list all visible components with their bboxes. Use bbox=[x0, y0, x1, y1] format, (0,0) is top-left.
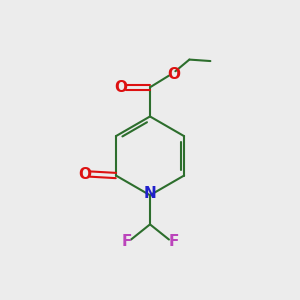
Text: F: F bbox=[168, 234, 178, 249]
Text: O: O bbox=[168, 67, 181, 82]
Text: O: O bbox=[114, 80, 127, 95]
Text: F: F bbox=[122, 234, 132, 249]
Text: N: N bbox=[144, 186, 156, 201]
Text: O: O bbox=[79, 167, 92, 182]
